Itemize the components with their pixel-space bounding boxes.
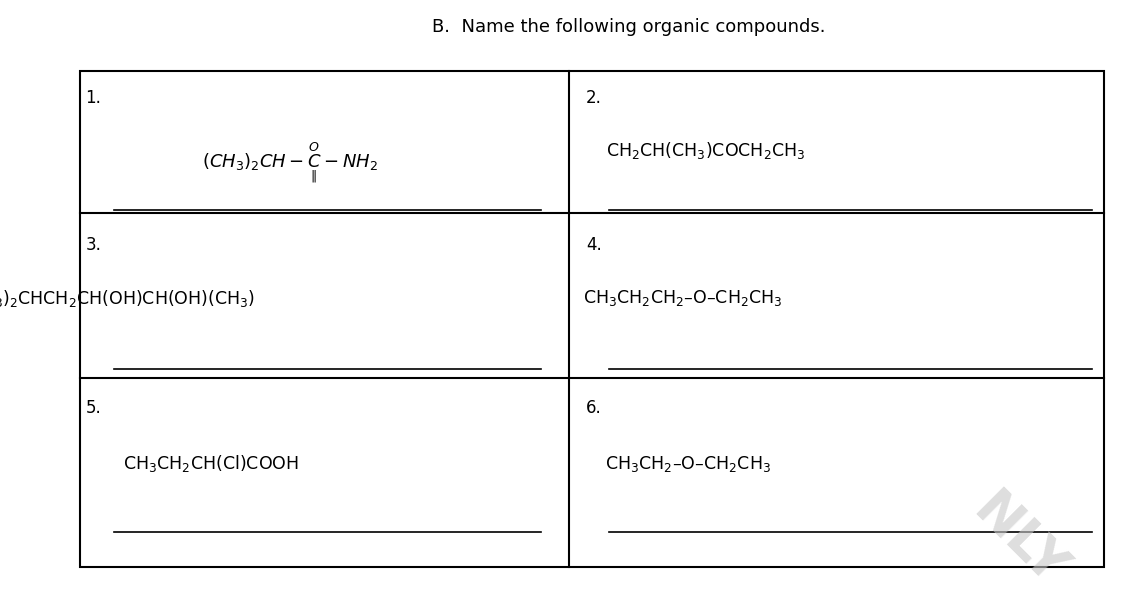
Text: B.  Name the following organic compounds.: B. Name the following organic compounds.: [432, 18, 826, 35]
Text: CH$_3$CH$_2$–O–CH$_2$CH$_3$: CH$_3$CH$_2$–O–CH$_2$CH$_3$: [605, 454, 772, 474]
Text: CH$_2$CH(CH$_3$)COCH$_2$CH$_3$: CH$_2$CH(CH$_3$)COCH$_2$CH$_3$: [605, 140, 806, 161]
Text: $(CH_3)_2CH-\overset{O}{\underset{\|}{C}}-NH_2$: $(CH_3)_2CH-\overset{O}{\underset{\|}{C}…: [203, 140, 378, 185]
Text: 6.: 6.: [586, 399, 602, 417]
Text: CH$_3$CH$_2$CH(Cl)COOH: CH$_3$CH$_2$CH(Cl)COOH: [123, 453, 298, 475]
Text: CH$_3$CH$_2$CH$_2$–O–CH$_2$CH$_3$: CH$_3$CH$_2$CH$_2$–O–CH$_2$CH$_3$: [583, 288, 783, 309]
Text: 2.: 2.: [586, 89, 602, 106]
Text: 5.: 5.: [85, 399, 101, 417]
Text: (CH$_3$)$_2$CHCH$_2$CH(OH)CH(OH)(CH$_3$): (CH$_3$)$_2$CHCH$_2$CH(OH)CH(OH)(CH$_3$): [0, 288, 255, 309]
Text: 3.: 3.: [85, 236, 101, 254]
Bar: [80, 71, 1104, 567]
Text: 1.: 1.: [85, 89, 101, 106]
Text: 4.: 4.: [586, 236, 602, 254]
Text: NLY: NLY: [962, 484, 1075, 591]
